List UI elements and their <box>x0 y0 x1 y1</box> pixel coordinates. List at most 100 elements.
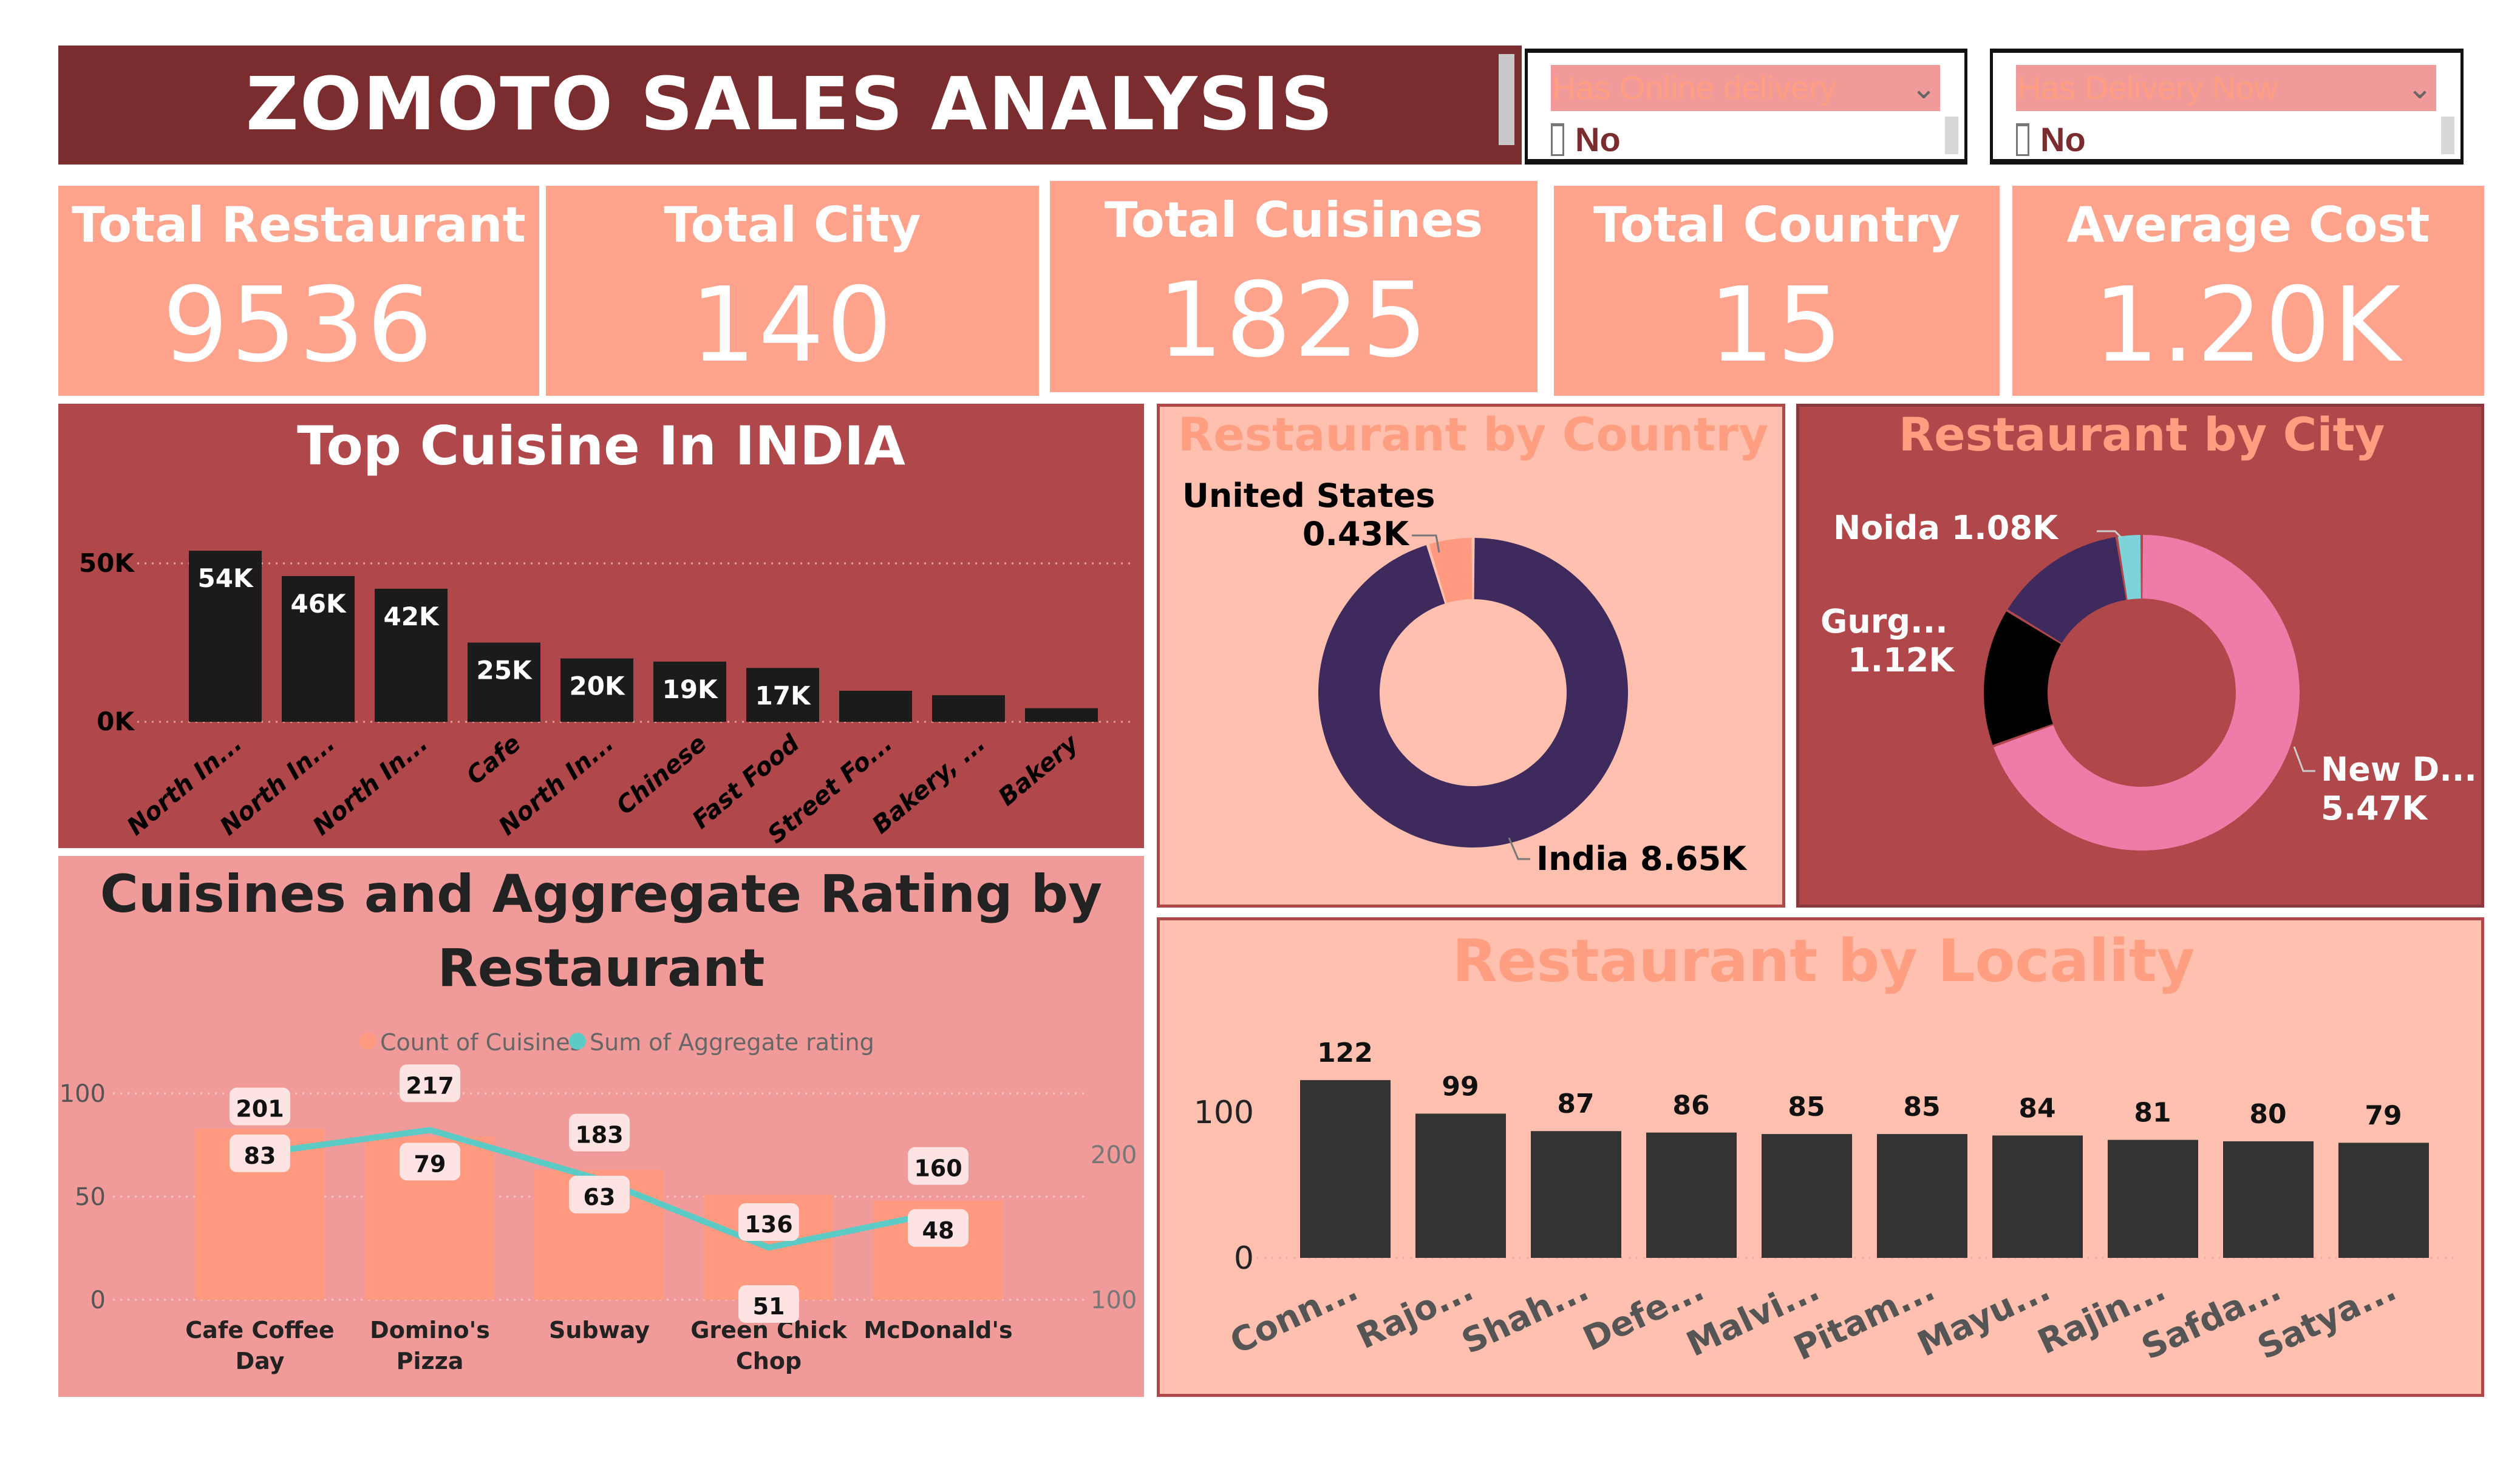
bar <box>839 690 912 722</box>
restaurant-by-country-chart: Restaurant by Country United States 0.43K I… <box>1157 404 1785 908</box>
x-tick-label: Cafe <box>461 729 526 790</box>
slice-value: 1.12K <box>1848 641 1955 679</box>
data-label: 122 <box>1317 1038 1373 1068</box>
chevron-down-icon[interactable]: ⌄ <box>1911 71 1936 105</box>
option-label: No <box>2040 120 2086 158</box>
bar <box>375 588 448 722</box>
data-label: 85 <box>1903 1092 1940 1122</box>
restaurant-by-city-chart: Restaurant by City Noida 1.08K Gurg... 1.12… <box>1796 404 2484 908</box>
slicer-header[interactable]: Has Delivery Now ⌄ <box>2016 65 2436 111</box>
chart-title: Restaurant by Locality <box>1452 927 2195 995</box>
data-label: 201 <box>236 1096 284 1122</box>
slice-label: New D... <box>2321 750 2477 789</box>
x-tick-label: Conn... <box>1224 1269 1364 1362</box>
donut-slice <box>2007 537 2127 644</box>
restaurant-by-locality-chart: Restaurant by Locality 100 0 122 Conn... 99 Ra… <box>1157 917 2484 1397</box>
chart-title: Restaurant <box>438 938 765 999</box>
data-label: 54K <box>198 563 254 593</box>
kpi-average-cost: Average Cost 1.20K <box>2012 186 2484 396</box>
data-label-box <box>569 1113 630 1152</box>
kpi-label: Total Restaurant <box>72 197 526 253</box>
slice-value: 5.47K <box>2321 789 2428 827</box>
x-tick-label: Cafe Coffee <box>185 1317 334 1343</box>
data-label: 87 <box>1557 1089 1594 1119</box>
data-label: 183 <box>575 1122 623 1149</box>
checkbox[interactable] <box>2016 123 2029 156</box>
bar <box>1762 1134 1852 1258</box>
y-tick-label: 0 <box>90 1286 106 1314</box>
data-label-box <box>400 1064 460 1102</box>
slicer-header[interactable]: Has Online delivery ⌄ <box>1551 65 1940 111</box>
donut-slice <box>1984 611 2062 745</box>
kpi-label: Total Cuisines <box>1104 192 1483 248</box>
bar <box>1025 708 1098 722</box>
bar <box>932 695 1005 722</box>
chart-canvas: Cuisines and Aggregate Rating by Restaura… <box>60 864 1137 1374</box>
slice-name: India <box>1536 840 1629 878</box>
y2-tick-label: 100 <box>1091 1286 1137 1314</box>
bar <box>1415 1113 1506 1258</box>
bar <box>1646 1132 1737 1258</box>
leader-line <box>1412 534 1440 553</box>
data-label: 17K <box>755 681 811 710</box>
y-tick-label: 50 <box>75 1183 106 1211</box>
slicer-option-no[interactable]: No <box>2016 120 2086 159</box>
slicer-delivery-now[interactable]: Has Delivery Now ⌄ No <box>1990 49 2464 165</box>
donut-slice <box>1994 535 2300 851</box>
slice-label: United States <box>1182 477 1435 515</box>
dashboard-title: ZOMOTO SALES ANALYSIS <box>245 63 1335 147</box>
slicer-option-no[interactable]: No <box>1551 120 1621 159</box>
scrollbar[interactable] <box>2441 117 2454 154</box>
slice-label: Gurg... <box>1820 602 1948 640</box>
scrollbar[interactable] <box>1945 117 1958 154</box>
kpi-value: 1825 <box>1157 260 1430 381</box>
legend-marker <box>569 1033 586 1050</box>
x-tick-label: Domino's <box>370 1317 490 1343</box>
slicer-online-delivery[interactable]: Has Online delivery ⌄ No <box>1525 49 1967 165</box>
kpi-total-city: Total City 140 <box>546 186 1039 396</box>
data-label: 81 <box>2134 1098 2171 1129</box>
data-label: 85 <box>1788 1092 1825 1122</box>
data-label: 86 <box>1672 1090 1709 1121</box>
kpi-value: 9536 <box>162 265 435 385</box>
data-label-box <box>908 1147 969 1185</box>
bar <box>2223 1141 2314 1258</box>
top-cuisine-chart: Top Cuisine In INDIA 50K 0K 54K North In... 4… <box>58 404 1144 848</box>
chart-title: Cuisines and Aggregate Rating by <box>100 864 1103 925</box>
slice-value: 1.08K <box>1952 509 2059 547</box>
kpi-total-country: Total Country 15 <box>1554 186 2000 396</box>
data-label: 25K <box>477 656 533 685</box>
chart-canvas: Restaurant by Locality 100 0 122 Conn... 99 Ra… <box>1194 927 2453 1368</box>
bar <box>2108 1139 2198 1258</box>
data-label: 79 <box>2365 1100 2402 1131</box>
data-label: 79 <box>414 1150 446 1177</box>
x-tick-label: Pizza <box>397 1348 464 1374</box>
leader-line <box>2097 530 2122 538</box>
slice-value: 0.43K <box>1303 515 1410 553</box>
slicer-title: Has Online delivery <box>1552 70 1837 106</box>
bar <box>282 576 355 722</box>
data-label-box <box>908 1209 969 1247</box>
bar <box>1992 1135 2083 1258</box>
data-label: 46K <box>291 589 347 619</box>
data-label: 136 <box>744 1211 792 1238</box>
bar <box>189 551 262 722</box>
chart-canvas: Restaurant by City Noida 1.08K Gurg...1.12… <box>1820 407 2477 851</box>
kpi-total-restaurant: Total Restaurant 9536 <box>58 186 539 396</box>
chevron-down-icon[interactable]: ⌄ <box>2407 71 2433 105</box>
donut-slice <box>2117 535 2141 600</box>
slice-name: Noida <box>1833 509 1940 547</box>
dashboard-title-bar: ZOMOTO SALES ANALYSIS <box>58 46 1522 165</box>
option-label: No <box>1575 120 1621 158</box>
bar <box>468 642 540 722</box>
x-tick-label: Day <box>236 1348 285 1374</box>
data-label: 84 <box>2018 1093 2055 1124</box>
slice-value: 8.65K <box>1640 840 1748 878</box>
scrollbar[interactable] <box>1499 54 1514 145</box>
kpi-label: Total Country <box>1593 197 1960 253</box>
x-tick-label: Rajo... <box>1351 1269 1479 1357</box>
legend-label: Count of Cuisines <box>380 1029 582 1056</box>
checkbox[interactable] <box>1551 123 1564 156</box>
slice-label: India 8.65K <box>1536 840 1748 878</box>
